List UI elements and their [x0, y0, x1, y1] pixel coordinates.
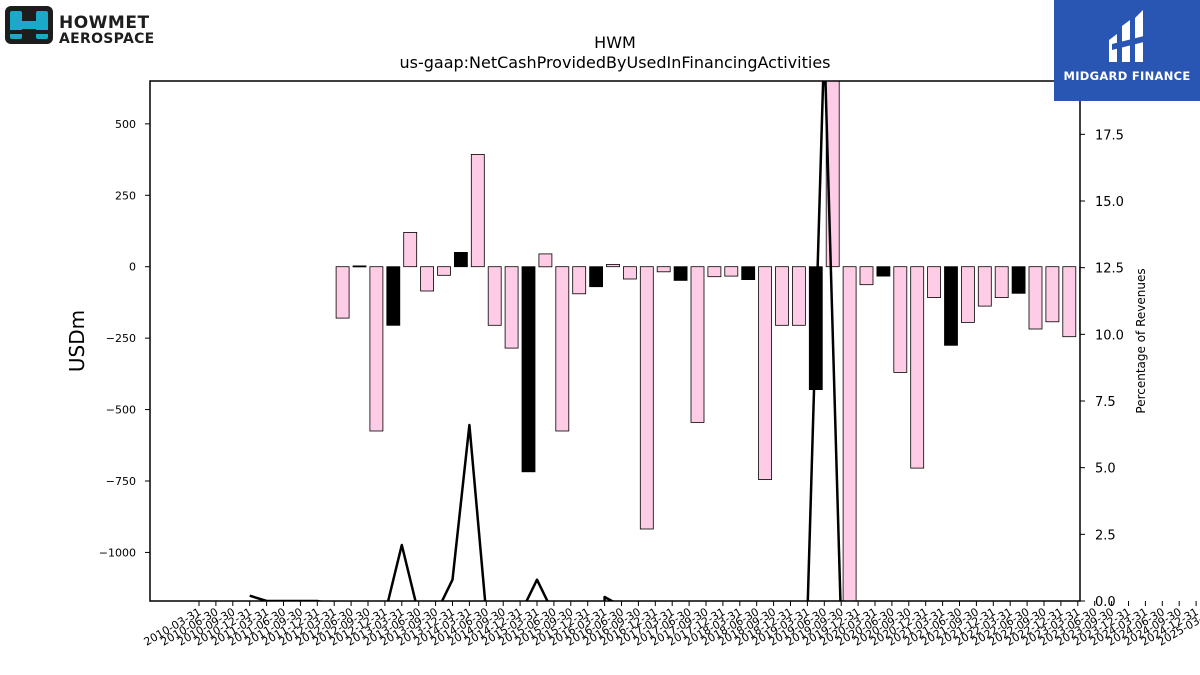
y-axis-label: USDm [65, 310, 89, 372]
bar-2017-12-31 [724, 266, 739, 277]
bar-2020-06-30 [893, 266, 908, 373]
bar-2012-06-30 [352, 265, 367, 268]
bar-2021-03-31 [944, 266, 958, 346]
bar-2021-12-31 [994, 266, 1009, 299]
bar-2013-03-31 [403, 231, 418, 268]
midgard-logo-icon [1109, 10, 1144, 62]
y-axis-right: 0.0 2.5 5.0 7.5 10.0 12.5 15.0 17.5 [1080, 128, 1124, 610]
bar-2024-03-31 [1147, 267, 1160, 350]
bar-2021-09-30 [977, 266, 992, 307]
bar-2012-09-30 [369, 266, 384, 432]
bar-2016-12-31 [656, 266, 671, 273]
bar-2022-06-30 [1028, 266, 1043, 330]
bar-2014-12-31 [521, 266, 536, 473]
y-tick-label--500: −500 [106, 404, 136, 417]
bar-2012-03-31 [335, 266, 350, 319]
bar-2014-03-31 [470, 153, 485, 268]
y-axis-left: 500 250 0 −250 −500 −750 −1000 [99, 118, 150, 559]
y-tick-label-250: 250 [115, 189, 136, 202]
howmet-logo: HOWMET AEROSPACE [5, 6, 175, 46]
y2-tick-label-12.5: 12.5 [1095, 262, 1124, 277]
bar-2022-03-31 [1011, 266, 1026, 294]
bar-2014-09-30 [504, 266, 519, 349]
howmet-logo-sub: AEROSPACE [59, 31, 155, 47]
midgard-logo: MIDGARD FINANCE [1054, 0, 1200, 101]
bar-2012-12-31 [386, 266, 401, 326]
bar-2017-03-31 [673, 266, 688, 281]
bar-2018-09-30 [775, 266, 789, 326]
bar-2020-12-31 [927, 266, 941, 299]
x-axis: 2010-03-312010-06-302010-09-302010-12-31… [142, 601, 1200, 649]
y2-axis-label: Percentage of Revenues [1134, 268, 1148, 413]
bar-2019-09-30 [842, 266, 857, 601]
y2-tick-label-10: 10.0 [1095, 328, 1124, 343]
y2-tick-label-15: 15.0 [1095, 195, 1124, 210]
midgard-logo-name: MIDGARD FINANCE [1063, 69, 1191, 83]
y2-tick-label-7.5: 7.5 [1095, 395, 1116, 410]
y-tick-label-0: 0 [129, 261, 136, 274]
bar-2017-06-30 [690, 266, 705, 423]
bars-group [335, 81, 1177, 601]
y-tick-label-500: 500 [115, 118, 136, 131]
bar-2014-06-30 [487, 266, 502, 326]
y2-tick-label-0: 0.0 [1095, 595, 1116, 610]
bar-2022-09-30 [1045, 266, 1060, 323]
y-tick-label--250: −250 [106, 332, 136, 345]
bar-2016-09-30 [639, 266, 654, 530]
y-tick-label--1000: −1000 [99, 546, 136, 559]
howmet-h-logo-icon [5, 6, 53, 44]
chart-title-metric: us-gaap:NetCashProvidedByUsedInFinancing… [399, 53, 830, 72]
y2-tick-label-5: 5.0 [1095, 462, 1116, 477]
bar-2019-12-31 [859, 266, 874, 286]
bar-2013-06-30 [420, 266, 435, 292]
bar-2023-03-31 [1079, 266, 1080, 332]
bar-2013-09-30 [437, 266, 451, 276]
chart-title-ticker: HWM [594, 33, 636, 52]
bar-2020-09-30 [910, 266, 925, 469]
bar-2021-06-30 [961, 266, 975, 323]
bar-2018-06-30 [758, 266, 772, 481]
bar-2016-06-30 [623, 266, 637, 280]
bar-2015-12-31 [589, 266, 603, 288]
bar-2016-03-31 [606, 263, 620, 268]
bar-2018-12-31 [792, 266, 806, 326]
bar-2017-09-30 [707, 266, 722, 278]
y-tick-label--750: −750 [106, 475, 136, 488]
plot-frame [149, 80, 1081, 602]
bar-2015-03-31 [538, 253, 553, 268]
howmet-logo-name: HOWMET [59, 13, 150, 33]
y2-tick-label-2.5: 2.5 [1095, 528, 1116, 543]
bar-2024-06-30 [1164, 267, 1177, 316]
bar-2020-03-31 [876, 266, 891, 277]
bar-2022-12-31 [1062, 266, 1077, 338]
bar-2015-06-30 [555, 266, 570, 432]
bar-2013-12-31 [453, 251, 468, 268]
bar-2015-09-30 [572, 266, 587, 295]
y2-tick-label-17.5: 17.5 [1095, 128, 1124, 143]
bar-2018-03-31 [741, 266, 756, 281]
